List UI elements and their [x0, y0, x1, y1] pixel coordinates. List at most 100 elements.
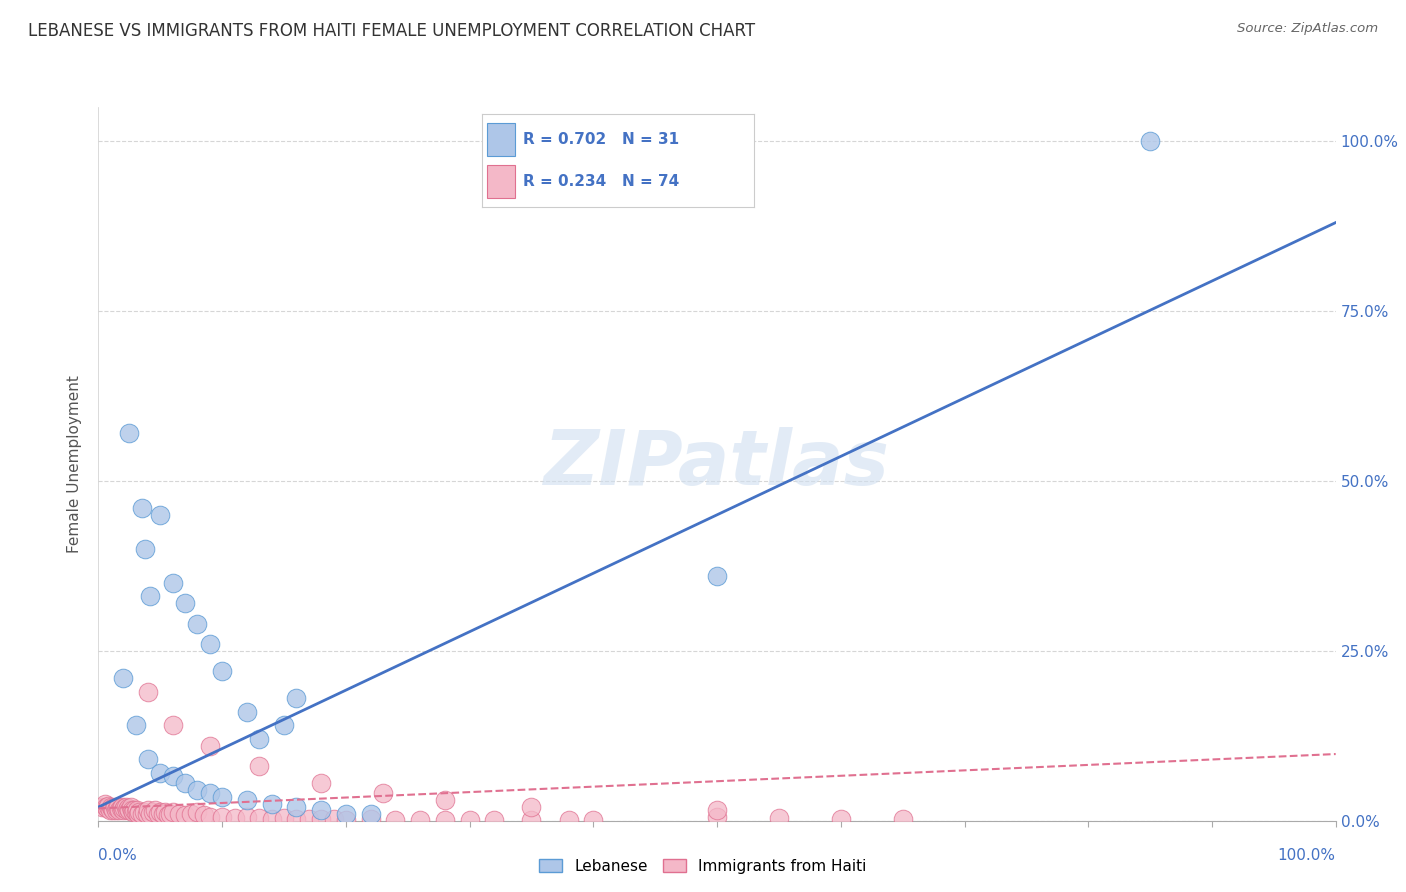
Point [186, 616, 208, 631]
Point [1139, 134, 1161, 148]
Point [409, 813, 432, 827]
Point [285, 800, 308, 814]
Y-axis label: Female Unemployment: Female Unemployment [67, 375, 83, 553]
Point [125, 804, 148, 818]
Point [115, 804, 138, 818]
Text: 0.0%: 0.0% [98, 847, 138, 863]
Point [582, 813, 605, 827]
Text: LEBANESE VS IMMIGRANTS FROM HAITI FEMALE UNEMPLOYMENT CORRELATION CHART: LEBANESE VS IMMIGRANTS FROM HAITI FEMALE… [28, 22, 755, 40]
Point [273, 811, 295, 825]
Point [96, 801, 118, 815]
Point [247, 732, 270, 747]
Point [167, 806, 190, 821]
Point [112, 671, 135, 685]
Point [174, 596, 197, 610]
Point [830, 812, 852, 826]
Point [298, 812, 321, 826]
Point [100, 800, 122, 814]
Point [156, 808, 179, 822]
Point [335, 806, 357, 821]
Point [128, 805, 150, 820]
Point [198, 809, 221, 823]
Point [162, 718, 184, 732]
Point [557, 813, 579, 827]
Point [768, 811, 790, 825]
Point [107, 800, 129, 814]
Point [520, 800, 543, 814]
Point [236, 705, 259, 719]
Point [124, 718, 146, 732]
Point [891, 812, 914, 826]
Point [162, 769, 184, 783]
Point [260, 797, 283, 811]
Point [433, 813, 456, 827]
Point [111, 800, 134, 814]
Point [114, 800, 136, 814]
Point [371, 787, 394, 801]
Point [118, 804, 141, 818]
Point [105, 801, 128, 815]
Point [152, 806, 174, 821]
Point [285, 691, 308, 706]
Point [520, 813, 543, 827]
Point [335, 813, 357, 827]
Point [180, 806, 202, 821]
Point [433, 793, 456, 807]
Point [127, 806, 149, 821]
Point [139, 590, 162, 604]
Point [108, 804, 131, 818]
Point [198, 787, 221, 801]
Point [98, 804, 121, 818]
Point [131, 806, 153, 821]
Point [706, 569, 728, 583]
Point [139, 806, 162, 821]
Point [193, 808, 215, 822]
Point [142, 805, 165, 820]
Point [260, 812, 283, 826]
Point [155, 805, 177, 820]
Point [124, 805, 146, 820]
Point [136, 752, 159, 766]
Text: Source: ZipAtlas.com: Source: ZipAtlas.com [1237, 22, 1378, 36]
Point [97, 798, 120, 813]
Point [236, 810, 259, 824]
Point [384, 813, 406, 827]
Point [224, 811, 246, 825]
Point [322, 812, 344, 826]
Point [131, 501, 153, 516]
Point [162, 805, 184, 820]
Point [136, 684, 159, 698]
Point [211, 789, 233, 804]
Point [273, 718, 295, 732]
Point [236, 793, 259, 807]
Point [103, 803, 125, 817]
Point [211, 664, 233, 678]
Point [309, 812, 332, 826]
Point [104, 804, 127, 818]
Point [136, 804, 159, 818]
Point [174, 776, 197, 790]
Point [309, 804, 332, 818]
Point [149, 508, 172, 522]
Point [149, 805, 172, 820]
Point [247, 811, 270, 825]
Point [211, 810, 233, 824]
Point [198, 739, 221, 753]
Legend: Lebanese, Immigrants from Haiti: Lebanese, Immigrants from Haiti [533, 853, 873, 880]
Text: ZIPatlas: ZIPatlas [544, 427, 890, 500]
Point [247, 759, 270, 773]
Point [122, 805, 145, 820]
Point [101, 801, 124, 815]
Point [134, 541, 156, 556]
Point [458, 813, 481, 827]
Point [706, 810, 728, 824]
Point [706, 804, 728, 818]
Point [134, 805, 156, 820]
Point [186, 805, 208, 820]
Point [143, 804, 166, 818]
Point [124, 804, 146, 818]
Point [285, 812, 308, 826]
Point [135, 806, 157, 821]
Point [94, 800, 117, 814]
Point [117, 801, 139, 815]
